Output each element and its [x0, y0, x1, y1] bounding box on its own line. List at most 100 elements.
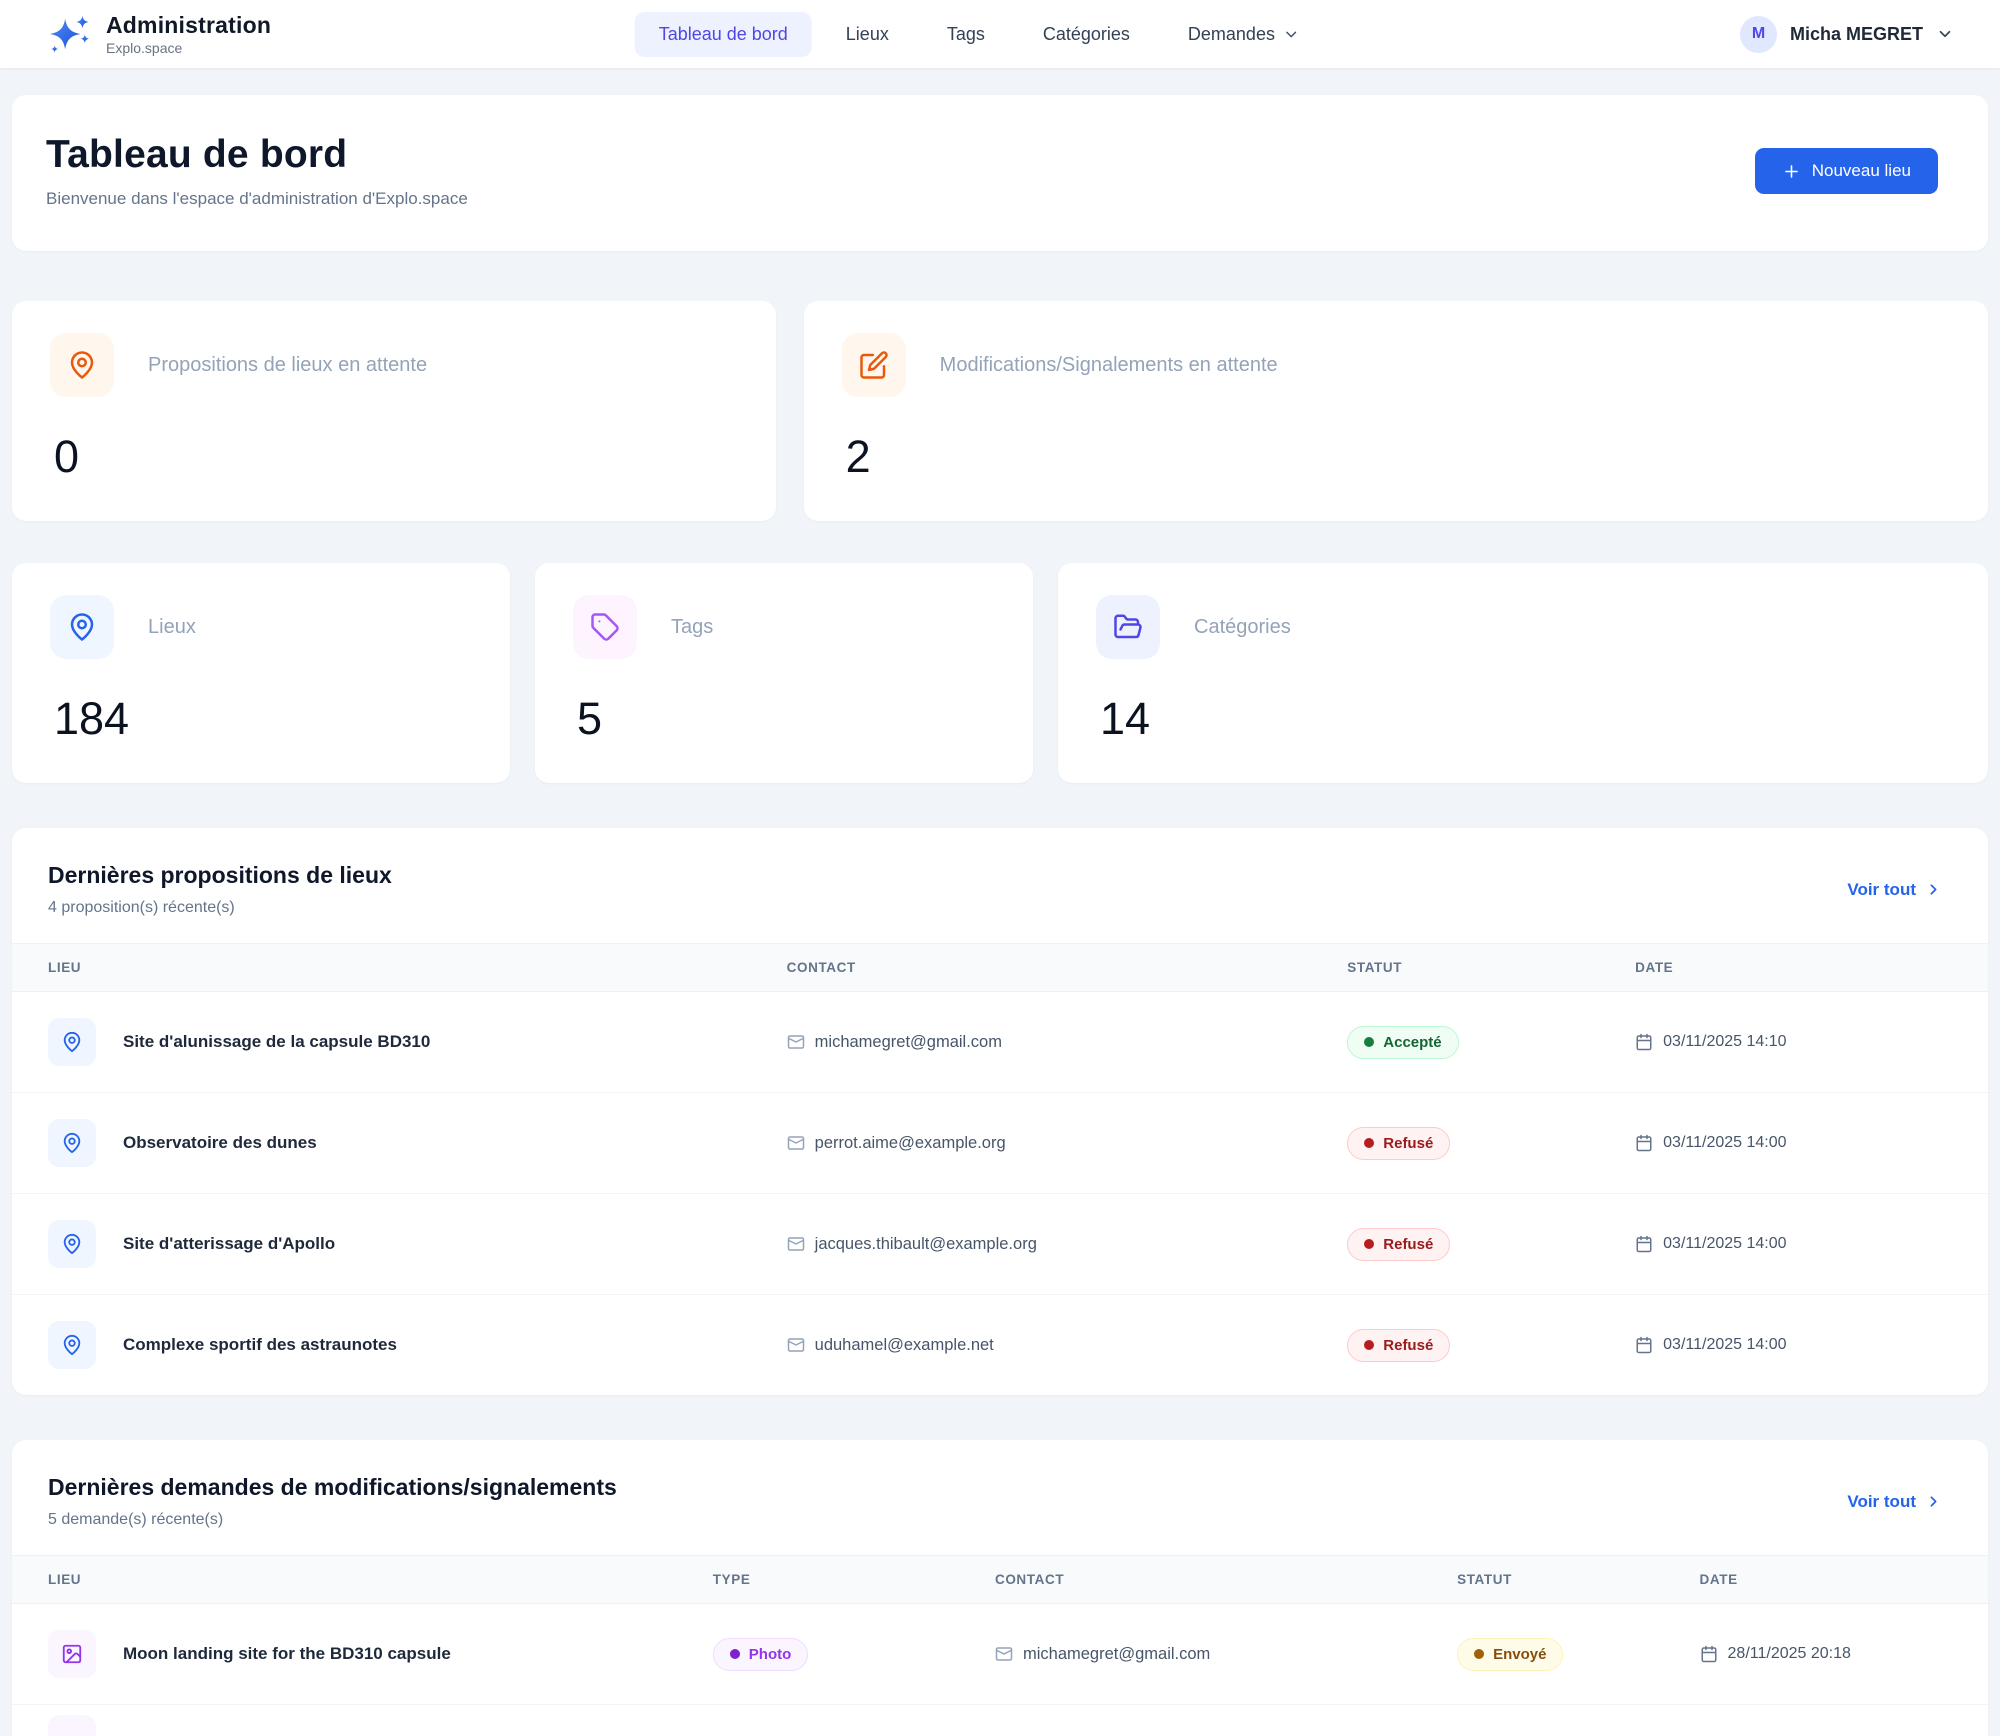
status-label: Accepté: [1383, 1033, 1442, 1051]
status-dot: [1364, 1037, 1375, 1047]
contact-email: michamegret@gmail.com: [814, 1032, 1002, 1051]
table-row[interactable]: Observatoire des dunes perrot.aime@examp…: [12, 1093, 1988, 1194]
column-header-date: Date: [1635, 960, 1674, 975]
column-header-contact: Contact: [786, 960, 856, 975]
chevron-right-icon: [1925, 881, 1942, 898]
page-header-text: Tableau de bord Bienvenue dans l'espace …: [46, 133, 468, 209]
stat-card-categories: Catégories 14: [1058, 563, 1988, 783]
new-place-button[interactable]: Nouveau lieu: [1754, 148, 1938, 194]
column-header-statut: Statut: [1347, 960, 1403, 975]
main-nav-menu: Tableau de bord Lieux Tags Catégories De…: [634, 0, 1324, 68]
section-subtitle: 4 proposition(s) récente(s): [48, 899, 235, 916]
column-header-statut: Statut: [1457, 1572, 1512, 1587]
date-value: 03/11/2025 14:00: [1663, 1336, 1787, 1353]
view-all-label: Voir tout: [1847, 879, 1916, 899]
status-dot: [1364, 1138, 1375, 1148]
page-content: Tableau de bord Bienvenue dans l'espace …: [0, 95, 2000, 1736]
image-icon: [48, 1630, 96, 1678]
column-header-lieu: Lieu: [48, 960, 82, 975]
stat-label: Lieux: [148, 615, 196, 638]
brand: Administration Explo.space: [46, 11, 271, 57]
view-all-link[interactable]: Voir tout: [1847, 880, 1942, 900]
requests-section: Dernières demandes de modifications/sign…: [12, 1440, 1988, 1736]
stats-row-totals: Lieux 184 Tags 5 Catégories 14: [12, 563, 1988, 783]
status-badge: Accepté: [1347, 1025, 1459, 1059]
stat-label: Tags: [671, 615, 714, 638]
page-title: Tableau de bord: [46, 133, 348, 176]
nav-item-label: Lieux: [845, 23, 889, 44]
calendar-icon: [1635, 1336, 1653, 1354]
mail-icon: [995, 1645, 1013, 1663]
table-row[interactable]: Site d'alunissage de la capsule BD310 mi…: [12, 992, 1988, 1093]
view-all-link[interactable]: Voir tout: [1847, 1492, 1942, 1512]
chevron-down-icon: [1283, 26, 1300, 43]
requests-table-header: Lieu Type Contact Statut Date: [12, 1555, 1988, 1604]
contact-email: perrot.aime@example.org: [814, 1133, 1006, 1152]
nav-item-categories[interactable]: Catégories: [1019, 12, 1154, 57]
nav-item-demandes[interactable]: Demandes: [1164, 12, 1324, 57]
mail-icon: [787, 1134, 805, 1152]
stat-label: Catégories: [1194, 615, 1291, 638]
type-dot: [729, 1649, 740, 1659]
avatar: M: [1739, 15, 1777, 53]
stats-row-pending: Propositions de lieux en attente 0 Modif…: [12, 301, 1988, 521]
calendar-icon: [1700, 1645, 1718, 1663]
page-subtitle: Bienvenue dans l'espace d'administration…: [46, 189, 468, 208]
edit-icon: [841, 333, 906, 397]
stat-value: 184: [54, 693, 130, 744]
lieu-name: Moon landing site for the BD310 capsule: [123, 1644, 451, 1663]
column-header-lieu: Lieu: [48, 1572, 82, 1587]
brand-subtitle: Explo.space: [106, 40, 183, 56]
nav-item-tags[interactable]: Tags: [923, 12, 1009, 57]
status-label: Refusé: [1383, 1336, 1434, 1354]
table-row[interactable]: Complexe sportif des astraunotes uduhame…: [12, 1295, 1988, 1395]
new-place-button-label: Nouveau lieu: [1811, 161, 1911, 180]
nav-item-label: Tags: [946, 23, 985, 44]
table-row-partial[interactable]: [12, 1705, 1988, 1736]
stat-card-places: Lieux 184: [12, 563, 510, 783]
contact-email: michamegret@gmail.com: [1022, 1644, 1211, 1663]
nav-item-label: Catégories: [1042, 23, 1130, 44]
map-pin-icon: [48, 1018, 96, 1066]
view-all-label: Voir tout: [1847, 1491, 1916, 1511]
brand-text: Administration Explo.space: [106, 12, 271, 56]
calendar-icon: [1635, 1134, 1653, 1152]
user-name: Micha MEGRET: [1789, 23, 1923, 44]
stat-value: 2: [845, 431, 871, 482]
image-icon: [48, 1715, 96, 1736]
date-value: 03/11/2025 14:10: [1663, 1033, 1787, 1050]
tag-icon: [573, 595, 637, 659]
section-title: Dernières demandes de modifications/sign…: [48, 1474, 617, 1500]
chevron-down-icon: [1936, 25, 1954, 43]
type-label: Photo: [748, 1645, 792, 1663]
nav-item-tableau-de-bord[interactable]: Tableau de bord: [634, 11, 812, 57]
stat-card-pending-modifications: Modifications/Signalements en attente 2: [803, 301, 1988, 521]
mail-icon: [787, 1336, 805, 1354]
column-header-contact: Contact: [994, 1572, 1065, 1587]
calendar-icon: [1635, 1033, 1653, 1051]
section-title: Dernières propositions de lieux: [48, 862, 392, 888]
chevron-right-icon: [1925, 1493, 1942, 1510]
stat-label: Modifications/Signalements en attente: [939, 353, 1278, 376]
table-row[interactable]: Site d'atterissage d'Apollo jacques.thib…: [12, 1194, 1988, 1295]
map-pin-icon: [48, 1119, 96, 1167]
status-badge: Refusé: [1347, 1227, 1451, 1261]
proposals-section: Dernières propositions de lieux 4 propos…: [12, 828, 1988, 1395]
plus-icon: [1782, 162, 1801, 181]
user-menu[interactable]: M Micha MEGRET: [1739, 15, 1954, 53]
stat-card-tags: Tags 5: [535, 563, 1033, 783]
status-badge: Envoyé: [1457, 1637, 1564, 1671]
type-badge: Photo: [712, 1637, 809, 1671]
status-label: Envoyé: [1493, 1645, 1547, 1663]
nav-item-lieux[interactable]: Lieux: [822, 12, 913, 57]
stat-value: 0: [54, 431, 80, 482]
status-label: Refusé: [1383, 1235, 1434, 1253]
stat-card-pending-places: Propositions de lieux en attente 0: [12, 301, 776, 521]
table-row[interactable]: Moon landing site for the BD310 capsule …: [12, 1604, 1988, 1705]
lieu-name: Complexe sportif des astraunotes: [123, 1335, 397, 1354]
status-badge: Refusé: [1347, 1126, 1451, 1160]
map-pin-icon: [48, 1321, 96, 1369]
column-header-type: Type: [712, 1572, 751, 1587]
status-dot: [1474, 1649, 1485, 1659]
nav-item-label: Demandes: [1187, 23, 1275, 44]
